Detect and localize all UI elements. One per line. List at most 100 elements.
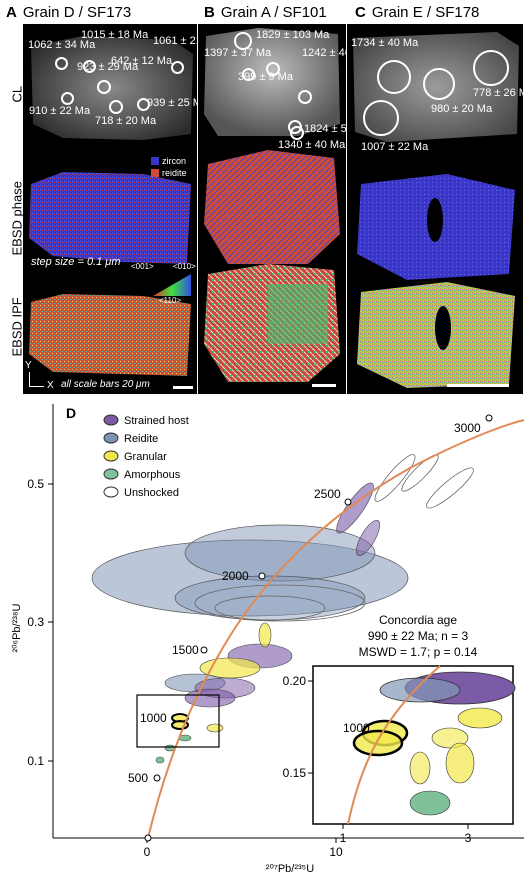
cl-spot-ring <box>242 68 255 81</box>
cl-spot-ring <box>423 68 455 100</box>
scale-bar <box>312 384 336 387</box>
inset-ytick-label: 0.20 <box>283 674 307 688</box>
cl-spot-ring <box>363 100 399 136</box>
ipf-key-001: <001> <box>131 262 154 271</box>
error-ellipses <box>91 454 474 764</box>
ipf-key-110: <110> <box>159 296 182 305</box>
cl-spot-ring <box>290 126 304 140</box>
panel-a-letter: A <box>6 4 17 21</box>
age-label: 642 ± 12 Ma <box>111 55 173 67</box>
age-label: 1829 ± 103 Ma <box>256 29 330 41</box>
ipf-key-010: <010> <box>173 262 196 271</box>
panel-c: 1734 ± 40 Ma 778 ± 26 Ma 980 ± 20 Ma 100… <box>347 24 523 394</box>
inset-age-label: 1000 <box>343 721 370 735</box>
legend-granular: Granular <box>124 451 167 463</box>
age-label: 1824 ± 54 Ma <box>304 123 346 135</box>
scale-bar <box>447 384 509 387</box>
age-label: 939 ± 25 Ma <box>147 97 197 109</box>
age-label: 778 ± 26 Ma <box>473 87 523 99</box>
age-label: 1007 ± 22 Ma <box>361 141 429 153</box>
y-axis-label: ²⁰⁶Pb/²³⁸U <box>11 603 23 652</box>
cl-spot-ring <box>83 60 96 73</box>
panel-c-header: C Grain E / SF178 <box>355 4 479 21</box>
cl-spot-ring <box>137 98 150 111</box>
curve-age-label: 2500 <box>314 487 341 501</box>
age-marker <box>485 414 493 422</box>
curve-age-label: 1500 <box>172 643 199 657</box>
inset-xtick-label: 1 <box>340 831 347 845</box>
cl-spot-ring <box>473 50 509 86</box>
inset-line2: MSWD = 1.7; p = 0.14 <box>359 645 478 659</box>
panel-c-letter: C <box>355 4 366 21</box>
age-label: 1015 ± 18 Ma <box>81 29 149 41</box>
age-marker <box>153 774 161 782</box>
panel-a: 1062 ± 34 Ma 1015 ± 18 Ma 1061 ± 21 Ma 9… <box>23 24 197 394</box>
cl-spot-ring <box>266 62 280 76</box>
cl-spot-ring <box>97 80 111 94</box>
ytick-label: 0.1 <box>27 754 44 768</box>
panel-d-letter: D <box>66 405 76 421</box>
ipf-key-triangle <box>153 274 191 296</box>
xtick-label: 0 <box>144 845 151 859</box>
age-label: 923 ± 29 Ma <box>77 61 139 73</box>
panel-b-header: B Grain A / SF101 <box>204 4 327 21</box>
legend-unshocked: Unshocked <box>124 487 179 499</box>
age-marker <box>258 572 266 580</box>
panel-b-title: Grain A / SF101 <box>220 4 327 21</box>
curve-age-label: 2000 <box>222 569 249 583</box>
phase-legend: zircon reidite <box>151 156 187 178</box>
zircon-swatch <box>151 157 159 165</box>
inset-line1: 990 ± 22 Ma; n = 3 <box>368 629 469 643</box>
inset-plot: 1000 0.20 0.15 1 3 <box>283 665 516 845</box>
age-label: 980 ± 20 Ma <box>431 103 493 115</box>
legend: Strained host Reidite Granular Amorphous… <box>103 414 189 499</box>
cl-spot-ring <box>298 90 312 104</box>
age-marker <box>200 646 208 654</box>
age-label: 1340 ± 40 Ma <box>278 139 346 151</box>
inset-title: Concordia age <box>379 613 457 627</box>
cl-spot-ring <box>109 100 123 114</box>
cl-spot-ring <box>55 57 68 70</box>
panel-a-title: Grain D / SF173 <box>22 4 132 21</box>
legend-reidite: Reidite <box>124 433 158 445</box>
scale-note: all scale bars 20 μm <box>61 379 150 390</box>
axis-x-label: X <box>47 380 54 391</box>
curve-age-label: 3000 <box>454 421 481 435</box>
age-marker <box>144 834 152 842</box>
xtick-label: 10 <box>329 845 343 859</box>
age-label: 1061 ± 21 Ma <box>153 35 197 47</box>
inset-ytick-label: 0.15 <box>283 766 307 780</box>
age-label: 718 ± 20 Ma <box>95 115 157 127</box>
x-axis-label: ²⁰⁷Pb/²³⁵U <box>266 863 314 875</box>
legend-amorphous: Amorphous <box>124 469 181 481</box>
inset-region-box <box>136 694 220 748</box>
axis-y-label: Y <box>25 360 32 371</box>
inset-xtick-label: 3 <box>465 831 472 845</box>
legend-zircon: zircon <box>162 156 187 166</box>
panel-a-images <box>29 36 193 376</box>
legend-reidite: reidite <box>162 168 187 178</box>
xy-axes-icon <box>29 372 44 387</box>
age-marker <box>344 498 352 506</box>
cl-spot-ring <box>61 92 74 105</box>
cl-spot-ring <box>377 60 411 94</box>
panel-b-letter: B <box>204 4 215 21</box>
panel-c-title: Grain E / SF178 <box>371 4 480 21</box>
age-label: 1397 ± 37 Ma <box>204 47 272 59</box>
scale-bar <box>173 386 193 389</box>
concordia-diagram: D 0.5 0.3 0.1 0 10 ²⁰⁶Pb/²³⁸U ²⁰⁷Pb/²³⁵U <box>11 404 525 875</box>
panel-a-header: A Grain D / SF173 <box>6 4 131 21</box>
curve-age-label: 1000 <box>140 711 167 725</box>
curve-age-label: 500 <box>128 771 148 785</box>
step-size-label: step size = 0.1 μm <box>31 256 121 268</box>
panel-b-images <box>204 28 340 382</box>
age-label: 1242 ± 46 Ma <box>302 47 346 59</box>
ytick-label: 0.3 <box>27 615 44 629</box>
concordia-curve <box>147 419 525 839</box>
legend-strained-host: Strained host <box>124 415 189 427</box>
age-label: 399 ± 9 Ma <box>238 71 293 83</box>
age-label: 1062 ± 34 Ma <box>28 39 96 51</box>
age-label: 1734 ± 40 Ma <box>351 37 419 49</box>
reidite-swatch <box>151 169 159 177</box>
panel-b: 1829 ± 103 Ma 1397 ± 37 Ma 1242 ± 46 Ma … <box>198 24 346 394</box>
